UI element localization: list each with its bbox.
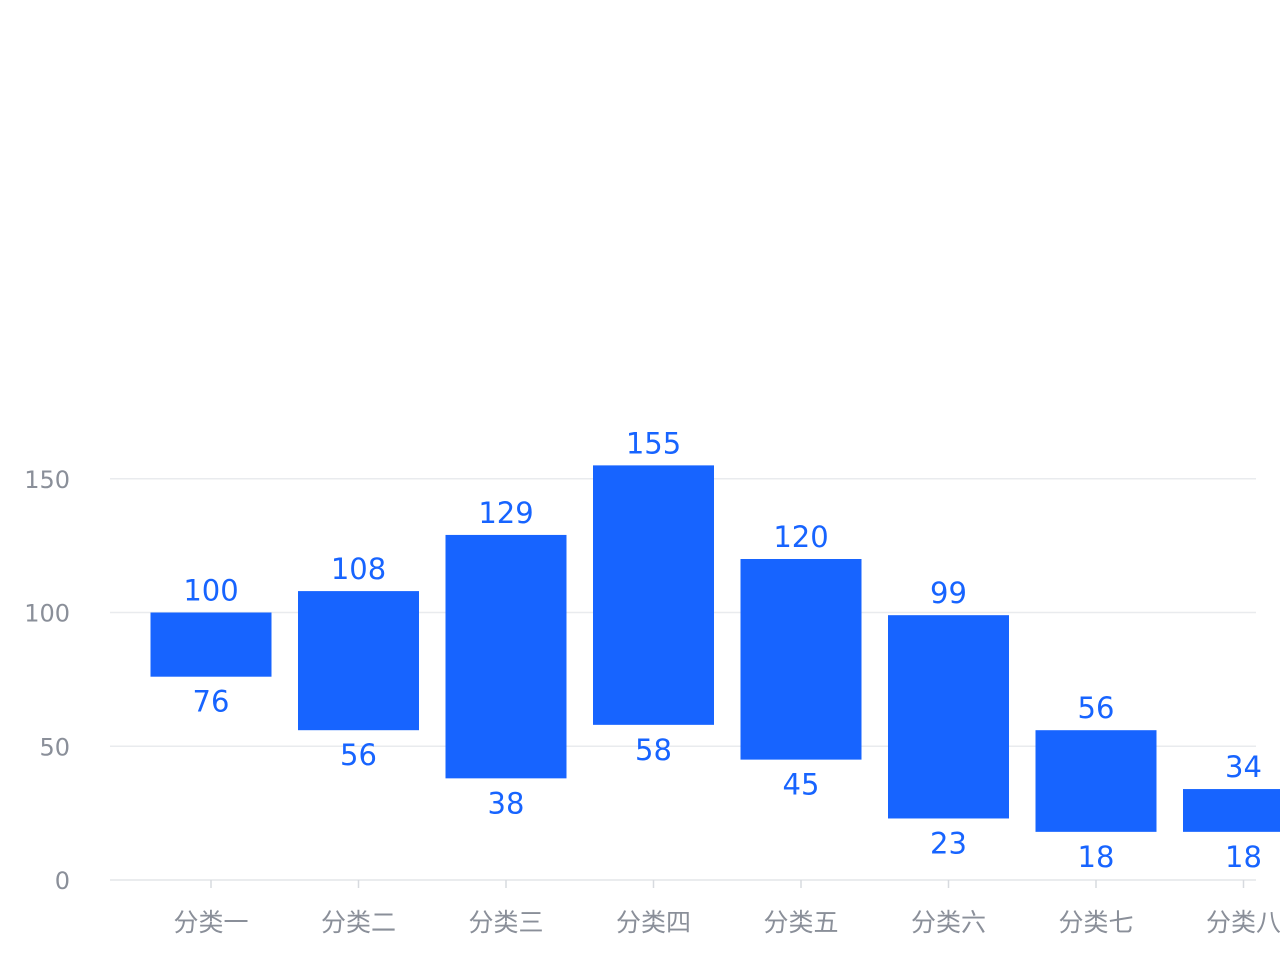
bar-4 xyxy=(593,465,714,725)
x-axis-tick-labels: 分类一 分类二 分类三 分类四 分类五 分类六 分类七 分类八 xyxy=(173,908,1280,937)
y-tick-label-50: 50 xyxy=(39,733,70,761)
x-tick-label-8: 分类八 xyxy=(1206,908,1280,937)
bar-low-label-6: 23 xyxy=(930,826,967,860)
bar-high-label-6: 99 xyxy=(930,576,967,610)
bar-3 xyxy=(445,534,567,779)
bar-8 xyxy=(1183,789,1280,832)
y-axis-tick-labels: 0 50 100 150 xyxy=(24,466,70,895)
bar-high-label-8: 34 xyxy=(1225,750,1262,784)
bar-7 xyxy=(1035,730,1157,832)
bar-high-label-1: 100 xyxy=(183,574,238,608)
bar-2 xyxy=(298,591,419,731)
bar-high-label-2: 108 xyxy=(331,552,386,586)
y-tick-label-0: 0 xyxy=(55,867,70,895)
x-tick-label-4: 分类四 xyxy=(616,908,691,937)
bar-low-label-4: 58 xyxy=(635,733,672,767)
x-axis xyxy=(110,879,1256,888)
x-tick-label-3: 分类三 xyxy=(468,908,543,937)
bar-high-label-5: 120 xyxy=(773,520,828,554)
x-tick-label-2: 分类二 xyxy=(321,908,396,937)
bar-5 xyxy=(740,559,862,760)
bars xyxy=(150,465,1280,832)
bar-high-label-7: 56 xyxy=(1078,691,1115,725)
y-tick-label-100: 100 xyxy=(24,600,70,628)
x-tick-label-7: 分类七 xyxy=(1058,908,1133,937)
bar-low-label-2: 56 xyxy=(340,738,377,772)
bar-high-label-3: 129 xyxy=(478,496,533,530)
bar-high-label-4: 155 xyxy=(626,426,681,460)
bar-1 xyxy=(150,612,272,677)
bar-low-label-7: 18 xyxy=(1078,840,1115,874)
bar-low-label-8: 18 xyxy=(1225,840,1262,874)
bar-low-label-5: 45 xyxy=(783,768,820,802)
bar-low-label-1: 76 xyxy=(193,685,230,719)
y-tick-label-150: 150 xyxy=(24,466,70,494)
x-tick-label-1: 分类一 xyxy=(173,908,248,937)
bar-6 xyxy=(888,615,1009,819)
bar-low-label-3: 38 xyxy=(488,786,525,820)
x-tick-label-6: 分类六 xyxy=(911,908,986,937)
x-tick-label-5: 分类五 xyxy=(763,908,838,937)
data-labels: 100 76 108 56 129 38 155 58 120 45 99 23 56 18 34 18 xyxy=(183,426,1262,873)
